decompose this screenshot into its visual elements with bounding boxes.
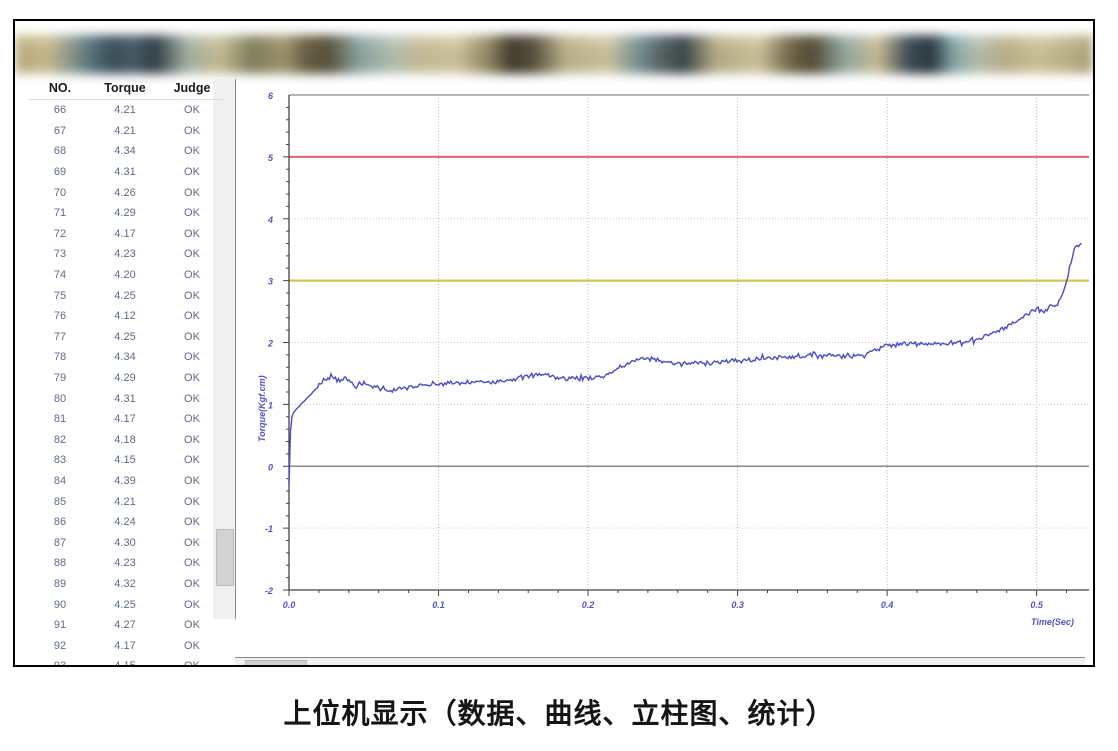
svg-text:1: 1: [268, 400, 273, 410]
svg-text:0.5: 0.5: [1030, 600, 1044, 610]
svg-text:0: 0: [268, 462, 273, 472]
svg-text:3: 3: [268, 277, 273, 287]
svg-text:0.3: 0.3: [731, 600, 744, 610]
svg-text:6: 6: [268, 91, 274, 101]
svg-text:2: 2: [267, 339, 273, 349]
svg-text:-2: -2: [265, 586, 273, 596]
svg-text:-1: -1: [265, 524, 273, 534]
svg-text:0.0: 0.0: [283, 600, 296, 610]
svg-text:0.1: 0.1: [432, 600, 445, 610]
svg-text:4: 4: [267, 215, 273, 225]
svg-text:0.4: 0.4: [881, 600, 894, 610]
svg-text:0.2: 0.2: [582, 600, 595, 610]
svg-text:5: 5: [268, 153, 274, 163]
